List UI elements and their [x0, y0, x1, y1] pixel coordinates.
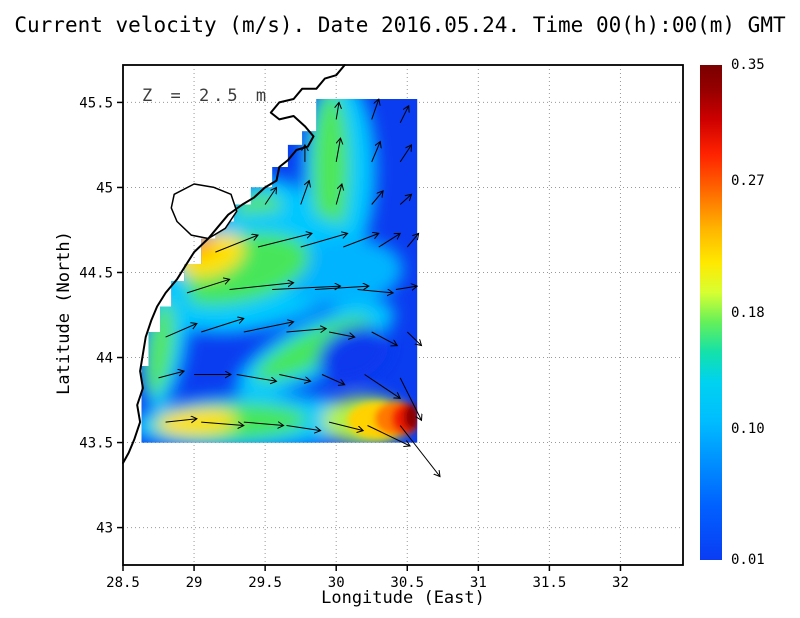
field-blob [312, 99, 349, 244]
y-tick-label: 44 [96, 351, 113, 367]
x-axis-label: Longitude (East) [321, 588, 485, 608]
velocity-arrow [343, 233, 379, 248]
field-blob [283, 238, 403, 307]
y-tick-label: 44.5 [79, 265, 113, 281]
velocity-arrow [336, 102, 339, 120]
velocity-arrow [321, 374, 345, 385]
current-arrows [158, 99, 441, 477]
velocity-arrow [399, 425, 440, 477]
colorbar [700, 65, 722, 560]
colorbar-tick-label: 0.01 [731, 552, 765, 568]
x-tick-label: 28.5 [106, 575, 140, 591]
velocity-arrow [399, 377, 421, 421]
velocity-arrow [399, 145, 411, 163]
field-blob [318, 326, 389, 383]
x-tick-label: 29.5 [248, 575, 282, 591]
velocity-arrow [335, 184, 342, 205]
velocity-field [141, 99, 418, 443]
velocity-arrow [335, 138, 340, 162]
velocity-arrow [328, 421, 363, 431]
velocity-arrow [264, 187, 276, 205]
velocity-arrow [236, 374, 277, 382]
x-tick-label: 31.5 [533, 575, 567, 591]
y-axis-label: Latitude (North) [54, 231, 74, 395]
x-tick-label: 31 [470, 575, 487, 591]
velocity-arrow [272, 286, 340, 289]
x-tick-label: 29 [186, 575, 203, 591]
velocity-arrow [364, 374, 401, 399]
velocity-arrow [367, 425, 411, 447]
field-blob [403, 404, 418, 430]
y-tick-label: 45.5 [79, 95, 113, 111]
x-tick-label: 30 [328, 575, 345, 591]
plot-frame [122, 64, 684, 566]
y-tick-label: 43 [96, 521, 113, 537]
velocity-arrow [215, 235, 258, 253]
colorbar-tick-label: 0.27 [731, 173, 765, 190]
chart-title: Current velocity (m/s). Date 2016.05.24.… [14, 13, 786, 37]
velocity-arrow [165, 324, 197, 338]
velocity-arrow [201, 318, 244, 333]
velocity-arrow [329, 331, 355, 337]
velocity-arrow [395, 286, 417, 289]
depth-annotation: Z = 2.5 m [142, 86, 271, 106]
velocity-arrow [201, 422, 244, 425]
velocity-arrow [279, 374, 310, 382]
colorbar-tick-label: 0.10 [731, 420, 765, 437]
velocity-arrow [371, 142, 381, 163]
velocity-arrow [371, 331, 398, 346]
velocity-arrow [314, 286, 369, 289]
axis-ticks: 28.5 29 29.5 30 30.5 31 31.5 32 43 43.5 44 44.5 45 45… [79, 95, 629, 591]
velocity-arrow [300, 233, 348, 248]
colorbar-tick-label: 0.18 [731, 304, 765, 321]
velocity-arrow [243, 322, 294, 333]
velocity-arrow [286, 425, 321, 431]
y-tick-label: 45 [96, 180, 113, 196]
coastline [122, 64, 346, 464]
velocity-arrow [371, 191, 383, 205]
velocity-arrow [158, 371, 185, 379]
velocity-arrow [371, 99, 379, 120]
velocity-arrow [286, 329, 327, 332]
velocity-arrow [378, 233, 400, 248]
velocity-arrow [186, 279, 230, 294]
velocity-arrow [399, 194, 411, 205]
velocity-arrow [257, 233, 312, 248]
velocity-arrow [243, 422, 284, 425]
velocity-arrow [399, 106, 409, 124]
velocity-arrow [165, 419, 197, 422]
y-tick-label: 43.5 [79, 436, 113, 452]
colorbar-tick-label: 0.35 [731, 57, 765, 73]
x-tick-label: 32 [612, 575, 629, 591]
velocity-arrow [406, 233, 418, 248]
velocity-arrow [357, 290, 394, 293]
velocity-arrow [406, 331, 421, 346]
x-tick-label: 30.5 [390, 575, 424, 591]
velocity-arrow [229, 283, 294, 290]
velocity-arrow [300, 181, 310, 205]
